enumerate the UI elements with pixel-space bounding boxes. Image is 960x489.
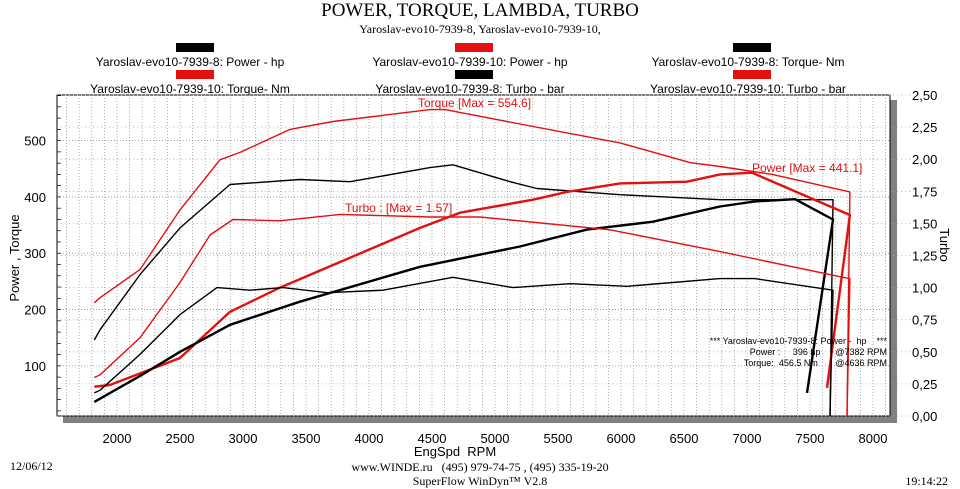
legend-label-1: Yaroslav-evo10-7939-10: Power - hp	[372, 55, 568, 69]
legend-swatch-0	[176, 43, 214, 52]
info-line-3: Torque: 456.5 Nm @4636 RPM	[744, 358, 887, 368]
legend-label-3: Yaroslav-evo10-7939-10: Torque- Nm	[90, 82, 290, 96]
footer-date: 12/06/12	[10, 459, 53, 473]
x-tick-label: 3000	[229, 431, 258, 446]
series-line-5	[94, 276, 834, 417]
chart-title: POWER, TORQUE, LAMBDA, TURBO	[321, 0, 639, 21]
x-tick-label: 2500	[166, 431, 195, 446]
legend-label-0: Yaroslav-evo10-7939-8: Power - hp	[95, 55, 285, 69]
y2-tick-label: 2,00	[912, 152, 937, 167]
chart-subtitle: Yaroslav-evo10-7939-8, Yaroslav-evo10-79…	[359, 22, 601, 36]
power-max-annotation: Power [Max = 441.1]	[752, 161, 862, 175]
info-line-1: *** Yaroslav-evo10-7939-8: Power - hp **…	[710, 336, 888, 346]
y2-tick-label: 1,00	[912, 281, 937, 296]
y2-tick-label: 2,25	[912, 120, 937, 135]
x-tick-label: 5500	[544, 431, 573, 446]
legend-label-4: Yaroslav-evo10-7939-8: Turbo - bar	[375, 82, 565, 96]
y-axis-label: Power , Torque	[7, 214, 22, 301]
legend-swatch-5	[733, 70, 771, 79]
y2-axis-label: Turbo	[937, 228, 952, 261]
x-tick-label: 5000	[481, 431, 510, 446]
series-line-4	[94, 213, 851, 417]
footer-contact: www.WINDE.ru (495) 979-74-75 , (495) 335…	[351, 460, 609, 474]
y2-tick-label: 0,75	[912, 313, 937, 328]
legend-label-2: Yaroslav-evo10-7939-8: Torque- Nm	[651, 55, 845, 69]
y-tick-label: 300	[24, 246, 46, 261]
x-tick-label: 7500	[796, 431, 825, 446]
legend-swatch-3	[176, 70, 214, 79]
x-tick-label: 2000	[103, 431, 132, 446]
frame-shadow-bottom	[63, 416, 897, 423]
x-tick-label: 6500	[670, 431, 699, 446]
turbo-max-annotation: Turbo : [Max = 1.57]	[345, 201, 452, 215]
x-tick-label: 7000	[733, 431, 762, 446]
x-tick-label: 4500	[418, 431, 447, 446]
y-tick-label: 100	[24, 359, 46, 374]
y2-tick-label: 0,00	[912, 409, 937, 424]
footer-time: 19:14:22	[905, 474, 948, 488]
legend-label-5: Yaroslav-evo10-7939-10: Turbo - bar	[650, 82, 846, 96]
x-tick-label: 4000	[355, 431, 384, 446]
frame-shadow-right	[890, 100, 897, 423]
series-line-0	[93, 108, 851, 417]
y2-tick-label: 1,75	[912, 184, 937, 199]
y2-tick-label: 0,25	[912, 377, 937, 392]
y2-tick-label: 0,50	[912, 345, 937, 360]
legend-swatch-2	[733, 43, 771, 52]
y2-tick-label: 1,25	[912, 249, 937, 264]
y-tick-label: 500	[24, 134, 46, 149]
y2-tick-label: 1,50	[912, 216, 937, 231]
y2-tick-label: 2,50	[912, 88, 937, 103]
legend-swatch-4	[455, 70, 493, 79]
x-tick-label: 6000	[607, 431, 636, 446]
series-line-3	[93, 198, 835, 403]
torque-max-annotation: Torque [Max = 554.6]	[418, 96, 531, 110]
legend-swatch-1	[455, 43, 493, 52]
info-line-2: Power : 396 hp @7382 RPM	[750, 347, 887, 357]
y-tick-label: 400	[24, 190, 46, 205]
x-tick-label: 8000	[859, 431, 888, 446]
x-axis-label: EngSpd RPM	[414, 444, 496, 459]
y-tick-label: 200	[24, 303, 46, 318]
series-line-1	[93, 164, 834, 417]
x-tick-label: 3500	[292, 431, 321, 446]
footer-software: SuperFlow WinDyn™ V2.8	[412, 474, 548, 488]
